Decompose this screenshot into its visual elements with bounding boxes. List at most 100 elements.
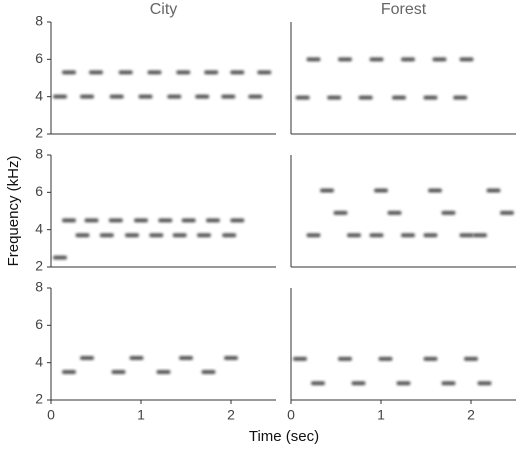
syllable [89, 70, 103, 75]
syllable [441, 381, 456, 386]
y-tick-label: 4 [35, 87, 43, 103]
syllable [459, 57, 474, 62]
y-tick-label: 8 [35, 13, 43, 29]
syllable [401, 57, 415, 62]
x-tick-label: 2 [467, 407, 475, 423]
syllable [230, 70, 245, 75]
panel-title: City [150, 1, 178, 18]
y-tick-label: 2 [35, 258, 43, 274]
syllable [201, 370, 216, 374]
syllable [108, 218, 123, 223]
syllable [138, 94, 153, 99]
syllable [477, 381, 492, 386]
syllable [396, 381, 411, 386]
syllable [118, 70, 133, 75]
syllable [147, 70, 162, 75]
syllable [401, 233, 415, 238]
syllable [311, 381, 325, 386]
syllable [358, 95, 373, 100]
syllable [423, 233, 438, 238]
syllable [459, 233, 474, 238]
syllable [167, 94, 182, 99]
y-tick-label: 4 [35, 353, 43, 369]
syllable [62, 218, 76, 223]
y-tick-label: 2 [35, 391, 43, 407]
syllable [320, 188, 334, 193]
syllable [338, 356, 352, 361]
syllable [80, 356, 94, 360]
y-axis-label: Frequency (kHz) [5, 156, 22, 267]
y-tick-label: 8 [35, 279, 43, 295]
syllable [369, 233, 384, 238]
syllable [453, 95, 468, 100]
syllable [473, 233, 487, 238]
syllable [99, 233, 114, 238]
syllable [351, 381, 366, 386]
syllable [374, 188, 388, 193]
syllable [179, 356, 193, 360]
syllable [197, 233, 211, 238]
y-tick-label: 2 [35, 125, 43, 141]
syllable [293, 356, 307, 361]
y-tick-label: 6 [35, 183, 43, 199]
syllable [111, 370, 126, 374]
syllable [62, 370, 76, 374]
syllable [109, 94, 124, 99]
syllable [392, 95, 406, 100]
syllable [181, 218, 196, 223]
x-tick-label: 0 [287, 407, 295, 423]
syllable [204, 70, 219, 75]
syllable [195, 94, 210, 99]
syllable [295, 95, 310, 100]
x-tick-label: 1 [377, 407, 385, 423]
syllable [125, 233, 139, 238]
syllable [423, 356, 438, 361]
syllable [224, 356, 238, 360]
syllable [230, 218, 245, 223]
x-axis-label: Time (sec) [249, 428, 319, 445]
syllable [134, 218, 148, 223]
syllable [176, 70, 191, 75]
syllable [221, 94, 236, 99]
y-tick-label: 8 [35, 146, 43, 162]
y-tick-label: 6 [35, 316, 43, 332]
panel-title: Forest [381, 1, 427, 18]
x-tick-label: 1 [137, 407, 145, 423]
syllable [327, 95, 342, 100]
syllable [129, 356, 144, 360]
syllable [172, 233, 187, 238]
syllable [156, 370, 171, 374]
syllable [423, 95, 438, 100]
syllable [338, 57, 352, 62]
syllable [428, 188, 442, 193]
syllable [486, 188, 501, 193]
syllable [441, 210, 456, 215]
syllable [387, 210, 402, 215]
syllable [306, 57, 321, 62]
syllable [333, 210, 348, 215]
syllable [149, 233, 164, 238]
x-tick-label: 2 [227, 407, 235, 423]
syllable [257, 70, 272, 75]
syllable [80, 94, 94, 99]
y-tick-label: 4 [35, 220, 43, 236]
syllable [53, 255, 67, 260]
syllable [75, 233, 90, 238]
syllable [347, 233, 361, 238]
syllable [222, 233, 237, 238]
syllable [369, 57, 384, 62]
syllable [500, 210, 514, 215]
syllable [53, 94, 67, 99]
syllable [84, 218, 99, 223]
x-tick-label: 0 [47, 407, 55, 423]
y-tick-label: 6 [35, 50, 43, 66]
syllable [62, 70, 76, 75]
syllable [206, 218, 220, 223]
syllable [464, 356, 478, 361]
syllable [378, 356, 393, 361]
syllable [306, 233, 321, 238]
syllable [158, 218, 173, 223]
syllable [432, 57, 447, 62]
syllable [248, 94, 263, 99]
